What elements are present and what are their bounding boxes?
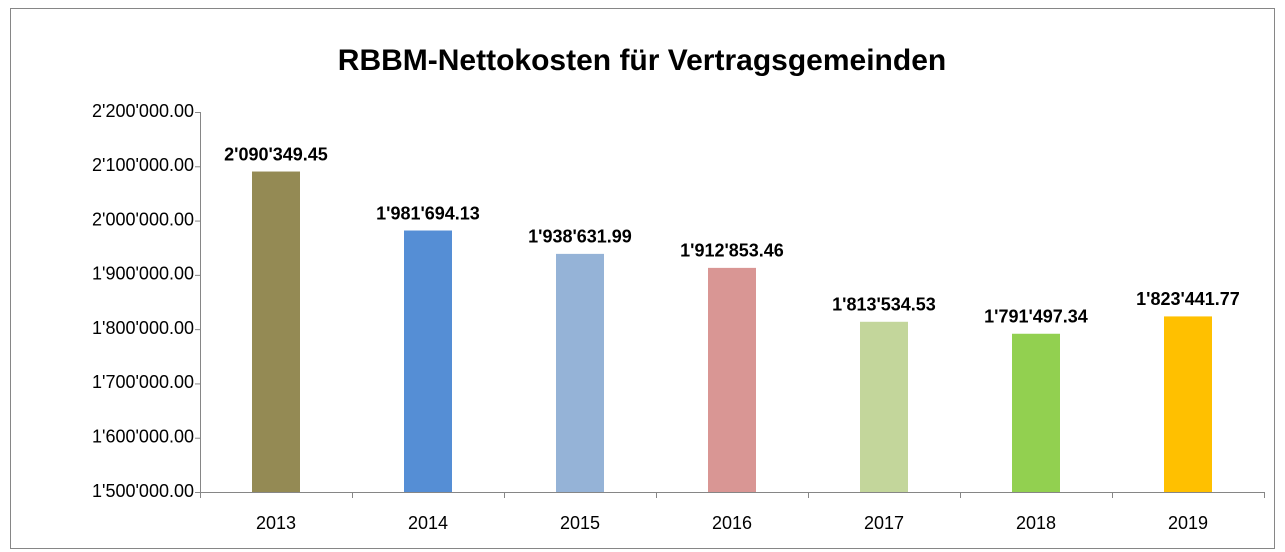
data-label: 1'813'534.53: [832, 295, 936, 315]
bar: [252, 171, 300, 492]
x-tick-label: 2018: [1016, 513, 1056, 533]
chart-frame: [10, 8, 1275, 549]
bar: [556, 253, 604, 492]
data-label: 2'090'349.45: [224, 144, 328, 164]
y-tick-label: 1'600'000.00: [92, 426, 194, 446]
data-label: 1'938'631.99: [528, 227, 632, 247]
data-label: 1'791'497.34: [984, 307, 1088, 327]
y-tick-label: 2'200'000.00: [92, 101, 194, 121]
y-tick-label: 1'700'000.00: [92, 372, 194, 392]
bar: [1012, 333, 1060, 492]
bar: [404, 230, 452, 492]
x-tick-label: 2014: [408, 513, 448, 533]
y-tick-label: 1'900'000.00: [92, 264, 194, 284]
y-tick-label: 1'800'000.00: [92, 318, 194, 338]
x-tick-label: 2015: [560, 513, 600, 533]
y-tick-label: 2'100'000.00: [92, 155, 194, 175]
x-tick-label: 2013: [256, 513, 296, 533]
chart-title: RBBM-Nettokosten für Vertragsgemeinden: [338, 44, 946, 77]
data-label: 1'981'694.13: [376, 203, 480, 223]
bar: [860, 321, 908, 492]
x-tick-label: 2019: [1168, 513, 1208, 533]
bar: [1164, 316, 1212, 492]
y-tick-label: 2'000'000.00: [92, 209, 194, 229]
y-tick-label: 1'500'000.00: [92, 481, 194, 501]
data-label: 1'823'441.77: [1136, 289, 1240, 309]
bar: [708, 267, 756, 492]
x-tick-label: 2016: [712, 513, 752, 533]
data-label: 1'912'853.46: [680, 241, 784, 261]
x-tick-label: 2017: [864, 513, 904, 533]
